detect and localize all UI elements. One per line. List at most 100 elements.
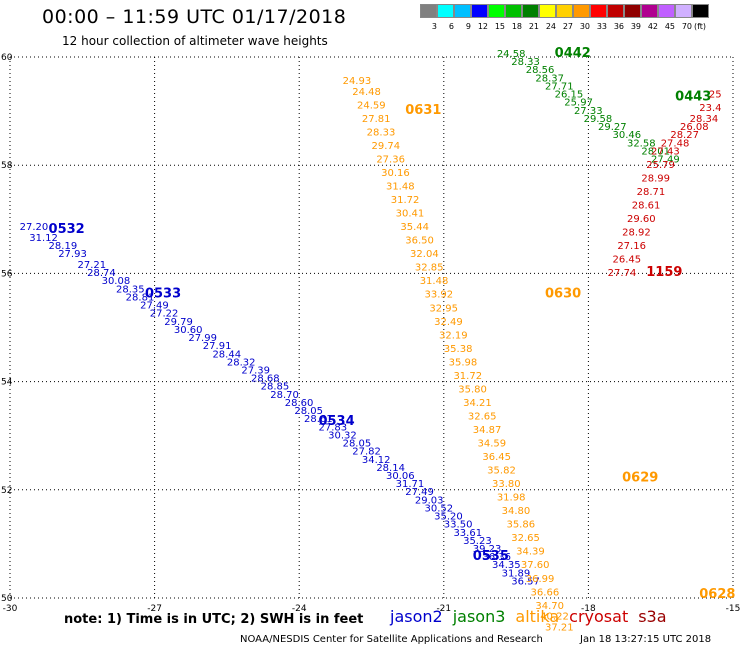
wave-height-label: 31.48 [420, 276, 449, 287]
wave-height-label: 28.99 [641, 173, 670, 184]
wave-height-label: 28.27 [670, 130, 699, 141]
wave-height-label: 35.44 [400, 222, 429, 233]
wave-height-label: 35.98 [449, 357, 478, 368]
wave-height-label: 28.81 [126, 292, 155, 303]
pass-time-label: 0534 [318, 414, 354, 429]
wave-height-label: 27.49 [651, 154, 680, 165]
wave-height-label: 32.65 [511, 533, 540, 544]
color-scale-swatch [437, 4, 454, 18]
color-scale-swatch [471, 4, 488, 18]
wave-height-label: 31.48 [386, 182, 415, 193]
pass-time-label: 1159 [646, 265, 682, 280]
color-scale-swatch [556, 4, 573, 18]
wave-height-label: 32.65 [468, 411, 497, 422]
wave-height-label: 30.60 [174, 325, 203, 336]
satellite-legend-item: altika [515, 607, 560, 626]
footer: NOAA/NESDIS Center for Satellite Applica… [240, 634, 740, 645]
color-scale-swatch [692, 4, 709, 18]
color-scale-swatch [454, 4, 471, 18]
satellite-legend-item: jason2 [390, 607, 443, 626]
lat-tick-label: 58 [1, 161, 13, 171]
wave-height-label: 27.36 [376, 154, 405, 165]
wave-height-label: 28.74 [87, 268, 116, 279]
wave-height-label: 30.08 [102, 276, 131, 287]
lat-tick-label: 50 [1, 594, 13, 604]
wave-height-label: 29.58 [584, 114, 613, 125]
wave-height-label: 30.46 [613, 130, 642, 141]
wave-height-label: 27.93 [58, 249, 87, 260]
wave-height-label: 36.99 [526, 574, 555, 585]
lon-tick-label: -27 [147, 604, 162, 614]
wave-height-label: 34.87 [473, 425, 502, 436]
wave-height-label: 27.74 [608, 268, 637, 279]
color-scale-label: 39 [630, 22, 641, 31]
wave-height-label: 24.93 [343, 76, 372, 87]
color-scale-label: 21 [528, 22, 539, 31]
lat-tick-label: 54 [1, 378, 13, 388]
color-scale-label: 30 [579, 22, 590, 31]
wave-height-label: 27.33 [574, 106, 603, 117]
legend-note: note: 1) Time is in UTC; 2) SWH is in fe… [64, 612, 364, 627]
wave-height-label: 33.80 [492, 479, 521, 490]
color-scale-swatch [624, 4, 641, 18]
wave-height-label: 28.61 [632, 200, 661, 211]
pass-time-label: 0442 [555, 46, 591, 61]
pass-time-label: 0533 [145, 287, 181, 302]
wave-height-label: 32.85 [415, 263, 444, 274]
wave-height-label: 36.36 [482, 552, 511, 563]
lat-tick-label: 52 [1, 486, 12, 496]
pass-time-label: 0629 [622, 471, 658, 486]
wave-height-label: 27.99 [188, 333, 217, 344]
wave-height-label: 28.61 [304, 414, 333, 425]
wave-height-label: 31.72 [391, 195, 420, 206]
wave-height-label: 28.60 [285, 398, 314, 409]
wave-height-label: 26.08 [680, 122, 709, 133]
wave-height-label: 31.12 [29, 233, 58, 244]
color-scale-swatch [607, 4, 624, 18]
lon-tick-label: -30 [3, 604, 18, 614]
color-scale-label: 9 [465, 22, 471, 31]
color-scale-label: 27 [562, 22, 573, 31]
map-subtitle: 12 hour collection of altimeter wave hei… [62, 34, 328, 48]
wave-height-label: 27.83 [318, 422, 347, 433]
wave-height-label: 27.16 [617, 241, 646, 252]
wave-height-label: 28.14 [376, 463, 405, 474]
wave-height-label: 28.44 [212, 349, 241, 360]
wave-height-label: 27.91 [203, 341, 232, 352]
wave-height-label: 30.52 [425, 503, 454, 514]
wave-height-label: 27.43 [651, 146, 680, 157]
wave-height-label: 35.23 [463, 536, 492, 547]
wave-height-label: 28.05 [294, 406, 323, 417]
wave-height-label: 29.60 [627, 214, 656, 225]
wave-height-label: 32.19 [439, 330, 468, 341]
wave-height-label: 27.39 [241, 365, 270, 376]
wave-height-label: 28.33 [511, 57, 540, 68]
wave-height-label: 24.59 [357, 100, 386, 111]
wave-height-label: 37.60 [521, 560, 550, 571]
color-scale-unit: (ft) [694, 22, 707, 31]
color-scale-label: 70 [681, 22, 692, 31]
wave-height-label: 39.23 [473, 544, 502, 555]
color-scale-label: 36 [613, 22, 624, 31]
color-scale: 3 6 9 12 15 18 21 24 27 30 33 36 39 42 45 70 (ft) [420, 4, 711, 31]
wave-height-label: 34.80 [502, 506, 531, 517]
wave-height-label: 30.06 [386, 471, 415, 482]
lon-tick-label: -24 [292, 604, 307, 614]
wave-height-label: 29.79 [164, 317, 193, 328]
wave-height-label: 33.50 [444, 520, 473, 531]
wave-height-label: 27.22 [150, 309, 179, 320]
wave-height-label: 31.71 [396, 479, 425, 490]
lat-tick-label: 60 [1, 53, 13, 63]
wave-height-label: 34.21 [463, 398, 492, 409]
pass-time-label: 0631 [405, 103, 441, 118]
wave-height-label: 28.71 [637, 187, 666, 198]
wave-height-label: 27.21 [77, 260, 106, 271]
color-scale-swatch [675, 4, 692, 18]
color-scale-swatch [658, 4, 675, 18]
map-title: 00:00 – 11:59 UTC 01/17/2018 [42, 6, 347, 28]
pass-time-label: 0630 [545, 287, 581, 302]
wave-height-label: 28.33 [367, 127, 396, 138]
color-scale-label: 12 [477, 22, 488, 31]
wave-height-label: 28.35 [116, 284, 145, 295]
